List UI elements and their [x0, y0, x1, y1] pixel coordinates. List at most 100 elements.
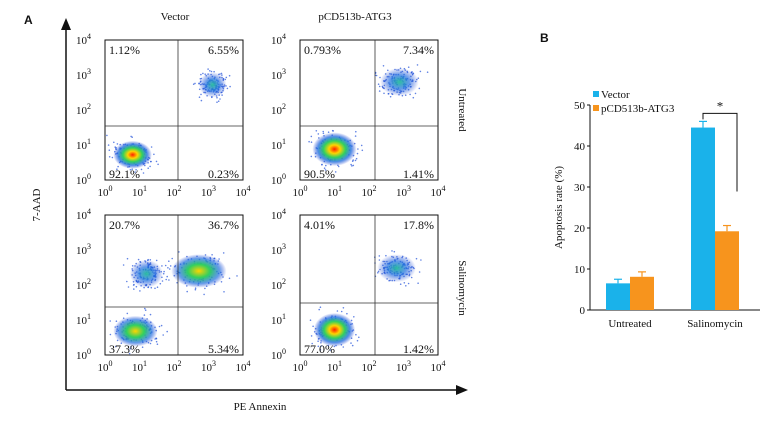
- quadrant-lower-right-percent: 5.34%: [208, 342, 239, 356]
- x-tick-label: 102: [362, 184, 377, 199]
- flow-plot-vector-salinomycin: 20.7% 36.7% 37.3% 5.34% 100 101 102 103 104 100 10…: [76, 207, 251, 374]
- quadrant-lower-left-percent: 37.3%: [109, 342, 140, 356]
- panel-a-letter: A: [24, 13, 33, 27]
- column-title-vector: Vector: [161, 11, 190, 23]
- density-cluster: [198, 72, 227, 98]
- y-tick-label: 100: [271, 347, 286, 362]
- quadrant-upper-left-percent: 20.7%: [109, 218, 140, 232]
- significance-star: *: [717, 98, 724, 113]
- y-tick-label: 104: [271, 207, 286, 222]
- y-tick-label: 103: [76, 242, 91, 257]
- legend-swatch: [593, 91, 599, 97]
- x-tick-label: 104: [236, 359, 251, 374]
- x-tick-label: 102: [167, 359, 182, 374]
- density-cluster: [113, 140, 152, 169]
- x-tick-label: 104: [431, 359, 446, 374]
- panel-a-x-axis-arrow: [456, 385, 468, 395]
- x-tick-label: 103: [201, 359, 216, 374]
- x-tick-label: 104: [236, 184, 251, 199]
- quadrant-upper-right-percent: 17.8%: [403, 218, 434, 232]
- apoptosis-bar-chart: 0 10 20 30 40 50 Apoptosis rate (%) Untreated Sa…: [553, 89, 760, 330]
- quadrant-lower-right-percent: 1.42%: [403, 342, 434, 356]
- panel-a-y-axis-arrow: [61, 18, 71, 30]
- density-cluster: [129, 259, 163, 288]
- density-cluster: [377, 254, 416, 283]
- panel-a-x-axis-label: PE Annexin: [234, 401, 287, 413]
- bar-chart-y-tick-label: 30: [574, 182, 586, 194]
- density-cluster: [113, 315, 158, 347]
- x-tick-label: 102: [167, 184, 182, 199]
- flow-plot-vector-untreated: 1.12% 6.55% 92.1% 0.23% 100 101 102 103 104 100 10…: [76, 32, 251, 199]
- density-cluster: [380, 68, 419, 96]
- y-tick-label: 101: [76, 312, 91, 327]
- flow-plot-atg3-salinomycin: 4.01% 17.8% 77.0% 1.42% 100 101 102 103 104 100 10…: [271, 207, 446, 374]
- y-tick-label: 103: [271, 67, 286, 82]
- bar-chart-category-label: Untreated: [608, 318, 652, 330]
- bar-chart-y-tick-label: 10: [574, 264, 586, 276]
- legend-label: Vector: [601, 89, 630, 101]
- bar-vector-untreated: [606, 283, 630, 310]
- y-tick-label: 103: [271, 242, 286, 257]
- row-label-untreated: Untreated: [456, 88, 468, 132]
- quadrant-lower-left-percent: 77.0%: [304, 342, 335, 356]
- bar-chart-y-tick-label: 40: [574, 141, 586, 153]
- flow-plot-atg3-untreated: 0.793% 7.34% 90.5% 1.41% 100 101 102 103 104 100 1…: [271, 32, 446, 199]
- x-tick-label: 101: [327, 359, 342, 374]
- x-tick-label: 100: [293, 359, 308, 374]
- density-cluster: [171, 254, 227, 288]
- x-tick-label: 100: [293, 184, 308, 199]
- x-tick-label: 101: [327, 184, 342, 199]
- x-tick-label: 101: [132, 184, 147, 199]
- y-tick-label: 102: [271, 277, 286, 292]
- x-tick-label: 103: [396, 359, 411, 374]
- y-tick-label: 104: [76, 207, 91, 222]
- quadrant-upper-right-percent: 36.7%: [208, 218, 239, 232]
- x-tick-label: 102: [362, 359, 377, 374]
- y-tick-label: 103: [76, 67, 91, 82]
- column-title-atg3: pCD513b-ATG3: [318, 11, 392, 23]
- x-tick-label: 104: [431, 184, 446, 199]
- y-tick-label: 102: [271, 102, 286, 117]
- panel-a-y-axis-label: 7-AAD: [31, 188, 43, 221]
- y-tick-label: 100: [76, 347, 91, 362]
- bar-chart-y-tick-label: 20: [574, 223, 586, 235]
- y-tick-label: 104: [271, 32, 286, 47]
- quadrant-upper-left-percent: 1.12%: [109, 43, 140, 57]
- y-tick-label: 102: [76, 277, 91, 292]
- legend-swatch: [593, 105, 599, 111]
- quadrant-lower-right-percent: 0.23%: [208, 167, 239, 181]
- density-cluster: [313, 313, 356, 347]
- bar-chart-y-tick-label: 50: [574, 100, 586, 112]
- panel-b-letter: B: [540, 31, 549, 45]
- bar-vector-salinomycin: [691, 127, 715, 310]
- quadrant-upper-left-percent: 4.01%: [304, 218, 335, 232]
- quadrant-upper-left-percent: 0.793%: [304, 43, 341, 57]
- y-tick-label: 101: [271, 137, 286, 152]
- quadrant-lower-left-percent: 90.5%: [304, 167, 335, 181]
- y-tick-label: 102: [76, 102, 91, 117]
- x-tick-label: 100: [98, 184, 113, 199]
- density-cluster: [312, 132, 357, 166]
- y-tick-label: 100: [76, 172, 91, 187]
- x-tick-label: 101: [132, 359, 147, 374]
- bar-pcd513b-atg3-untreated: [630, 276, 654, 310]
- quadrant-upper-right-percent: 7.34%: [403, 43, 434, 57]
- quadrant-lower-right-percent: 1.41%: [403, 167, 434, 181]
- bar-chart-category-label: Salinomycin: [687, 318, 743, 330]
- x-tick-label: 103: [201, 184, 216, 199]
- quadrant-lower-left-percent: 92.1%: [109, 167, 140, 181]
- y-tick-label: 100: [271, 172, 286, 187]
- bar-pcd513b-atg3-salinomycin: [715, 231, 739, 310]
- y-tick-label: 101: [76, 137, 91, 152]
- bar-chart-y-axis-label: Apoptosis rate (%): [553, 166, 565, 249]
- bar-chart-y-tick-label: 0: [580, 305, 586, 317]
- quadrant-upper-right-percent: 6.55%: [208, 43, 239, 57]
- y-tick-label: 101: [271, 312, 286, 327]
- legend-label: pCD513b-ATG3: [601, 103, 675, 115]
- row-label-salinomycin: Salinomycin: [456, 260, 468, 316]
- significance-bracket: [702, 112, 738, 192]
- x-tick-label: 100: [98, 359, 113, 374]
- y-tick-label: 104: [76, 32, 91, 47]
- x-tick-label: 103: [396, 184, 411, 199]
